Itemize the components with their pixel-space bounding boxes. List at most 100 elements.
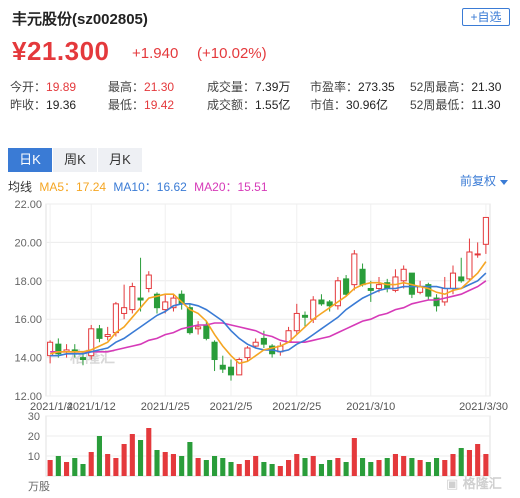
candle-body xyxy=(104,334,111,337)
stat-52w-high: 52周最高：21.30 xyxy=(410,78,501,95)
ma20-line xyxy=(50,280,487,353)
stat-label: 最高： xyxy=(108,80,145,94)
volume-bar xyxy=(277,466,283,476)
volume-bar xyxy=(220,458,226,476)
stat-market-cap: 市值：30.96亿 xyxy=(310,96,388,113)
volume-bar xyxy=(286,460,292,476)
volume-bar xyxy=(261,462,267,476)
add-watchlist-button[interactable]: +自选 xyxy=(462,8,510,26)
candle-body xyxy=(334,280,341,307)
candle-body xyxy=(351,253,358,286)
volume-bar xyxy=(409,458,415,476)
volume-bar xyxy=(425,462,431,476)
candle-body xyxy=(301,314,309,318)
volume-bar xyxy=(212,456,218,476)
volume-bar xyxy=(376,460,382,476)
candle-body xyxy=(153,293,161,309)
price-plot-frame xyxy=(45,203,491,397)
volume-bar xyxy=(401,456,407,476)
candle-body xyxy=(260,337,267,345)
stat-value: 273.35 xyxy=(358,80,395,94)
stat-52w-low: 52周最低：11.30 xyxy=(410,96,501,113)
volume-bar xyxy=(80,464,86,476)
ma-legend-prefix: 均线 xyxy=(8,180,33,194)
x-tick-label: 2021/3/30 xyxy=(459,401,508,413)
volume-bar xyxy=(138,440,144,476)
ma5-line xyxy=(49,261,487,365)
volume-bar xyxy=(121,444,127,476)
header: 丰元股份(sz002805) +自选 xyxy=(12,6,510,28)
candle-body xyxy=(244,347,251,359)
volume-bar xyxy=(105,454,111,476)
volume-bar xyxy=(47,460,53,476)
candle-body xyxy=(170,297,177,309)
candle-body xyxy=(252,341,259,347)
x-tick-label: 2021/1/25 xyxy=(141,401,190,413)
stat-label: 昨收： xyxy=(10,98,47,112)
y-tick-label: 16.00 xyxy=(14,314,42,326)
x-tick-label: 2021/2/5 xyxy=(210,401,253,413)
candle-body xyxy=(203,324,210,339)
y-tick-label: 20.00 xyxy=(14,237,42,249)
ma10-value: MA10：16.62 xyxy=(113,180,187,194)
volume-bar xyxy=(244,460,250,476)
adjust-dropdown[interactable]: 前复权 xyxy=(460,175,508,187)
candle-body xyxy=(96,328,103,339)
stat-label: 最低： xyxy=(108,98,145,112)
ma5-value: MA5：17.24 xyxy=(39,180,107,194)
volume-bar xyxy=(64,462,70,476)
candle-body xyxy=(367,287,374,291)
price-change-percent: (+10.02%) xyxy=(197,45,267,62)
volume-bar xyxy=(129,434,135,476)
stat-label: 52周最高： xyxy=(410,80,472,94)
volume-bar xyxy=(475,444,481,476)
candle-body xyxy=(129,286,136,311)
tab-monthly[interactable]: 月K xyxy=(98,148,143,172)
candle-body xyxy=(186,307,193,334)
stat-value: 19.42 xyxy=(144,98,175,112)
candle-body xyxy=(219,364,226,370)
volume-bar xyxy=(228,462,234,476)
candle-body xyxy=(433,297,440,307)
candle-body xyxy=(88,328,95,357)
stat-value: 21.30 xyxy=(471,80,502,94)
volume-tick-label: 30 xyxy=(28,411,40,423)
candle-body xyxy=(145,274,152,289)
candle-body xyxy=(195,326,202,330)
candle-body xyxy=(121,307,128,314)
x-tick-label: 2021/1/12 xyxy=(67,401,116,413)
candle-body xyxy=(236,359,243,376)
stat-high: 最高：21.30 xyxy=(108,78,174,95)
price-change: +1.940 xyxy=(132,45,179,62)
stat-pe: 市盈率：273.35 xyxy=(310,78,395,95)
chevron-down-icon xyxy=(500,180,508,185)
stat-label: 52周最低： xyxy=(410,98,472,112)
candle-body xyxy=(466,251,473,280)
stat-value: 19.89 xyxy=(46,80,77,94)
ma20-value: MA20：15.51 xyxy=(194,180,268,194)
stats-row-1: 今开：19.89 最高：21.30 成交量：7.39万 市盈率：273.35 5… xyxy=(10,78,515,96)
stat-value: 21.30 xyxy=(144,80,175,94)
volume-bar xyxy=(236,464,242,476)
volume-bar xyxy=(458,448,464,476)
stat-value: 30.96亿 xyxy=(346,98,389,112)
volume-bar xyxy=(327,460,333,476)
volume-bar xyxy=(203,460,209,476)
volume-bar xyxy=(351,438,357,476)
candle-body xyxy=(343,278,350,295)
stat-value: 7.39万 xyxy=(255,80,291,94)
kline-chart[interactable]: 22.0020.0018.0016.0014.0012.00格隆汇2021/1/… xyxy=(0,190,520,498)
volume-bar xyxy=(253,456,259,476)
volume-bar xyxy=(392,454,398,476)
y-tick-label: 22.00 xyxy=(14,199,42,211)
volume-bar xyxy=(442,460,448,476)
candle-body xyxy=(449,272,457,289)
tab-daily[interactable]: 日K xyxy=(8,148,53,172)
ma-legend: 均线 MA5：17.24 MA10：16.62 MA20：15.51 xyxy=(8,178,272,195)
candle-body xyxy=(55,343,62,355)
tab-weekly[interactable]: 周K xyxy=(53,148,98,172)
volume-bar xyxy=(154,450,160,476)
x-tick-label: 2021/1/4 xyxy=(30,401,73,413)
volume-bar xyxy=(72,458,78,476)
candle-body xyxy=(458,276,465,282)
